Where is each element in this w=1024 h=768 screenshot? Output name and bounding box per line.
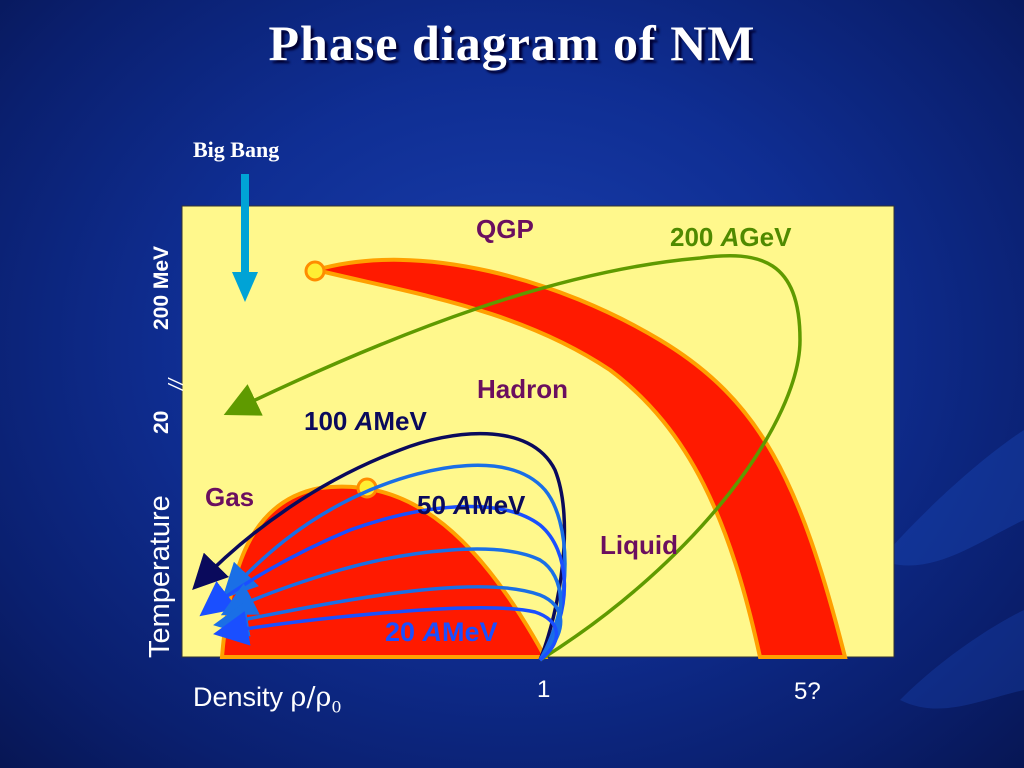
energy-50-unit: MeV (471, 490, 526, 520)
trajectory-20-amev-1 (213, 585, 563, 662)
energy-20-a: A (422, 617, 443, 647)
x-axis-label-text: Density (193, 682, 291, 712)
energy-200-unit: GeV (739, 222, 792, 252)
x-axis-label: Density ρ/ρ0 (193, 682, 342, 716)
big-bang-arrow (232, 174, 258, 302)
y-tick-200-mev: 200 MeV (150, 245, 173, 330)
energy-200-value: 200 (670, 222, 721, 252)
energy-label-200-agev: 200 AGeV (670, 222, 791, 253)
energy-100-value: 100 (304, 406, 355, 436)
x-tick-5: 5? (794, 678, 821, 705)
region-label-gas: Gas (205, 482, 255, 512)
x-tick-1: 1 (537, 676, 551, 703)
energy-20-unit: MeV (442, 617, 498, 647)
energy-label-100-amev: 100 AMeV (304, 406, 427, 437)
energy-100-a: A (354, 406, 374, 436)
qgp-critical-point (304, 260, 326, 282)
energy-label-20-amev: 20 AMeV (385, 617, 498, 648)
energy-200-a: A (720, 222, 740, 252)
energy-20-value: 20 (385, 617, 423, 647)
region-label-qgp: QGP (476, 214, 534, 244)
trajectory-200-agev (223, 254, 802, 662)
energy-100-unit: MeV (373, 406, 427, 436)
x-axis-label-rho: ρ/ρ (290, 682, 332, 713)
energy-label-50-amev: 50 AMeV (417, 490, 525, 521)
trajectory-20-amev-2 (213, 605, 559, 662)
region-label-liquid: Liquid (600, 530, 678, 560)
qgp-hadron-phase-band (308, 257, 848, 659)
trajectory-50-amev-1 (222, 463, 567, 661)
x-axis-label-sub: 0 (331, 697, 342, 717)
energy-50-a: A (453, 490, 472, 520)
trajectory-50-amev-3 (220, 547, 563, 662)
axis-break-mark: // (166, 378, 188, 390)
region-label-hadron: Hadron (477, 374, 568, 404)
energy-50-value: 50 (417, 490, 454, 520)
y-tick-20: 20 (150, 410, 173, 434)
big-bang-label: Big Bang (193, 137, 280, 162)
y-axis-label: Temperature (144, 495, 176, 658)
trajectory-50-amev-2 (199, 504, 567, 662)
slide-title: Phase diagram of NM (268, 15, 756, 71)
